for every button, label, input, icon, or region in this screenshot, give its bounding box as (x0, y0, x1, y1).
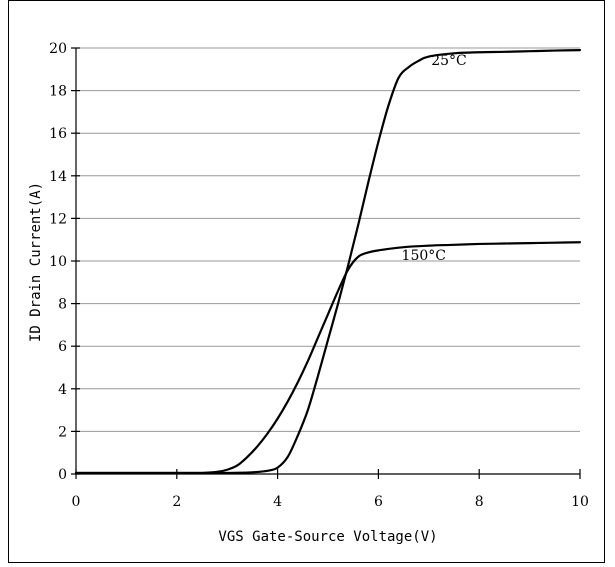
chart-frame (8, 0, 605, 563)
annotation-25c: 25°C (431, 53, 467, 69)
y-tick-label-12: 12 (49, 211, 67, 227)
x-tick-label-6: 6 (374, 494, 383, 510)
series-line-150c (74, 241, 582, 475)
y-tick-label-6: 6 (58, 339, 67, 355)
grid-lines (76, 47, 580, 432)
tick-labels: 0 2 4 6 8 10 12 14 16 18 20 0 2 4 6 8 10 (49, 41, 589, 510)
series-lines (74, 49, 582, 475)
y-axis-title: ID Drain Current(A) (28, 182, 44, 342)
x-tick-label-10: 10 (571, 494, 589, 510)
series-line-25c (74, 49, 582, 475)
y-tick-label-0: 0 (58, 467, 67, 483)
x-tick-label-0: 0 (72, 494, 81, 510)
y-tick-label-10: 10 (49, 254, 67, 270)
y-tick-label-8: 8 (58, 297, 67, 313)
x-tick-label-2: 2 (172, 494, 181, 510)
y-tick-label-20: 20 (49, 41, 67, 57)
x-tick-label-8: 8 (475, 494, 484, 510)
y-tick-label-14: 14 (49, 169, 67, 185)
y-tick-label-2: 2 (58, 424, 67, 440)
tick-marks (71, 47, 581, 479)
y-tick-label-16: 16 (49, 126, 67, 142)
y-tick-label-18: 18 (49, 84, 67, 100)
y-tick-label-4: 4 (58, 382, 67, 398)
x-axis-title: VGS Gate-Source Voltage(V) (218, 529, 437, 545)
annotation-150c: 150°C (402, 248, 446, 264)
x-tick-label-4: 4 (273, 494, 282, 510)
series-annotations: 25°C 150°C (402, 53, 467, 264)
